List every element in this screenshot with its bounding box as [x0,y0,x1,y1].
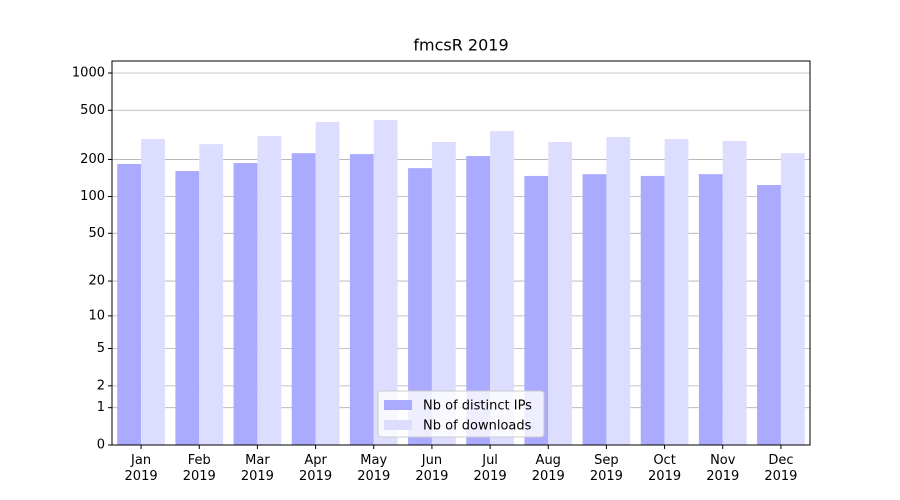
y-tick-label: 1 [97,400,105,415]
x-tick-label: Feb 2019 [182,453,216,484]
x-tick-label: Mar 2019 [240,453,274,484]
bar [141,138,165,446]
bar [524,175,549,446]
bar [466,156,491,445]
bar [640,175,665,446]
y-tick-label: 20 [88,274,105,289]
y-tick-label: 100 [80,189,105,204]
bar [722,141,747,445]
bar [548,141,573,445]
x-tick-label: May 2019 [357,453,391,484]
y-tick-label: 2 [97,378,105,393]
bar [698,174,723,446]
legend-label: Nb of downloads [423,419,532,434]
x-tick-label: Sep 2019 [589,453,623,484]
bar [606,136,631,445]
y-tick-label: 10 [88,308,105,323]
x-tick-label: Oct 2019 [648,453,682,484]
legend-swatch [384,400,412,410]
x-tick-label: Jan 2019 [124,453,158,484]
chart-title: fmcsR 2019 [413,36,508,55]
bar [291,153,316,445]
legend-label: Nb of distinct IPs [423,399,532,414]
bar [780,153,805,445]
x-tick-label: Dec 2019 [764,453,798,484]
x-tick-label: Apr 2019 [299,453,333,484]
bar [175,171,200,446]
bar [373,120,398,445]
y-tick-label: 200 [80,152,105,167]
bar [315,121,340,446]
bar [257,135,282,445]
x-tick-label: Jul 2019 [473,453,507,484]
y-tick-label: 0 [97,438,105,453]
bar [349,154,374,446]
bar [408,168,432,445]
y-tick-label: 1000 [72,66,105,81]
bar [490,131,514,446]
y-tick-label: 50 [88,226,105,241]
bar [431,141,456,445]
legend: Nb of distinct IPs Nb of downloads [377,390,545,438]
x-tick-label: Nov 2019 [706,453,740,484]
y-tick-label: 500 [80,103,105,118]
bar [582,174,607,446]
y-tick-label: 5 [97,341,105,356]
bar [757,185,781,445]
legend-box [377,390,545,438]
bar [233,163,258,446]
bar [664,138,689,446]
axes-frame [111,60,811,446]
x-tick-label: Aug 2019 [531,453,565,484]
bar [117,163,142,445]
x-tick-label: Jun 2019 [415,453,449,484]
legend-swatch [384,420,412,430]
bar [199,144,224,445]
